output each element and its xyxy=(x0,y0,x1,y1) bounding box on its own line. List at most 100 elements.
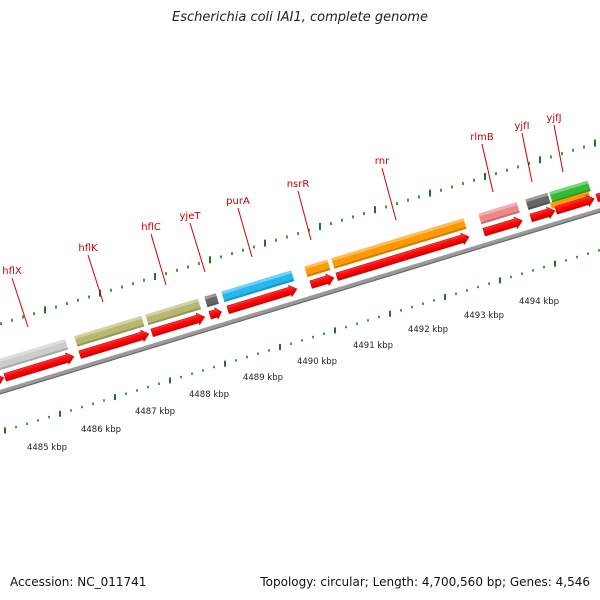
topology-text: Topology: circular; Length: 4,700,560 bp… xyxy=(260,575,590,589)
scale-label: 4486 kbp xyxy=(81,425,121,435)
feature-box-highlight xyxy=(525,192,549,203)
accession-text: Accession: NC_011741 xyxy=(10,575,147,589)
feature-box-hflX xyxy=(0,338,69,372)
scale-label: 4485 kbp xyxy=(27,443,67,453)
cds-arrow-shape xyxy=(529,206,556,223)
gene-label-hflK: hflK xyxy=(78,243,98,254)
feature-box-fill-rlmB xyxy=(478,202,520,225)
cds-arrow xyxy=(595,189,600,203)
feature-box-fill-yjfI xyxy=(525,192,551,210)
leader-line-nsrR xyxy=(297,190,312,241)
feature-box-highlight xyxy=(304,259,329,270)
feature-box-rlmB xyxy=(478,202,520,225)
feature-box-shade xyxy=(527,201,551,210)
cds-arrow-shape xyxy=(595,189,600,203)
feature-box-purA xyxy=(221,270,295,303)
scale-label: 4491 kbp xyxy=(353,341,393,351)
scale-label: 4492 kbp xyxy=(408,325,448,335)
feature-box-highlight xyxy=(331,218,465,262)
leader-line-purA xyxy=(237,207,253,258)
feature-box-yjfJ-lower-fill xyxy=(550,191,591,209)
cds-arrow-shape xyxy=(208,307,222,320)
gene-label-purA: purA xyxy=(226,196,250,207)
feature-box-shade xyxy=(147,307,202,326)
feature-box-yjfJ xyxy=(549,180,591,203)
scale-label: 4493 kbp xyxy=(464,311,504,321)
cds-arrow-shape xyxy=(3,352,75,382)
cds-arrow xyxy=(309,273,335,289)
cds-arrow-shape xyxy=(226,284,298,314)
gene-label-rlmB: rlmB xyxy=(470,132,494,143)
gene-label-yjfI: yjfI xyxy=(514,121,529,132)
cds-arrow xyxy=(150,312,206,338)
feature-box-hflK xyxy=(74,315,145,347)
cds-arrow-shape xyxy=(0,373,5,390)
cds-arrow xyxy=(482,216,523,237)
cds-arrow xyxy=(78,329,150,359)
feature-box-highlight xyxy=(145,298,199,318)
feature-box-shade xyxy=(76,324,145,347)
feature-box-highlight xyxy=(221,270,292,295)
leader-line-yjfI xyxy=(521,132,533,183)
leader-line-hflX xyxy=(11,277,29,328)
scale-label: 4488 kbp xyxy=(189,390,229,400)
feature-box-fill-hflX xyxy=(0,338,69,372)
feature-box-shade xyxy=(333,226,467,269)
feature-box-fill-rnr xyxy=(331,218,467,269)
cds-arrow-shape xyxy=(335,232,470,281)
cds-arrow xyxy=(226,284,298,314)
leader-line-yjfJ xyxy=(553,124,564,173)
feature-box-fill-hflC xyxy=(145,298,202,326)
leader-line-rlmB xyxy=(481,143,494,193)
cds-arrow-shape xyxy=(78,329,150,359)
feature-box-fill-nsrR xyxy=(304,259,331,277)
feature-box-nsrR xyxy=(304,259,331,277)
feature-box-highlight xyxy=(549,180,589,196)
genome-backbone xyxy=(0,207,600,395)
gene-label-hflC: hflC xyxy=(141,222,161,233)
scale-label: 4489 kbp xyxy=(243,373,283,383)
feature-box-shade xyxy=(0,347,69,372)
feature-box-yjfI xyxy=(525,192,551,210)
feature-box-hflC xyxy=(145,298,202,326)
leader-line-hflC xyxy=(150,233,167,286)
feature-box-fill-purA xyxy=(221,270,295,303)
feature-box-shade xyxy=(206,301,219,308)
feature-box-shade xyxy=(306,268,331,277)
feature-box-fill-yjfJ xyxy=(549,180,591,203)
leader-line-rnr xyxy=(381,167,397,221)
genome-title: Escherichia coli IAI1, complete genome xyxy=(172,10,428,25)
genome-backbone-shadow xyxy=(0,211,600,395)
cds-arrow xyxy=(0,373,5,390)
leader-line-yjeT xyxy=(189,222,206,273)
feature-box-rnr xyxy=(331,218,467,269)
cds-arrow xyxy=(554,194,595,215)
leader-line-hflK xyxy=(87,254,104,303)
feature-box-fill-yjeT xyxy=(204,293,219,308)
scale-label: 4494 kbp xyxy=(519,297,559,307)
feature-box-fill-hflK xyxy=(74,315,145,347)
cds-arrow xyxy=(335,232,470,281)
feature-box-yjeT xyxy=(204,293,219,308)
gene-label-nsrR: nsrR xyxy=(287,179,310,190)
scale-label: 4490 kbp xyxy=(297,357,337,367)
cds-arrow xyxy=(3,352,75,382)
cds-arrow-shape xyxy=(482,216,523,237)
scale-label: 4487 kbp xyxy=(135,407,175,417)
feature-box-shade xyxy=(551,189,591,203)
cds-arrow-shape xyxy=(554,194,595,215)
cds-arrow xyxy=(208,307,222,320)
cds-arrow-shape xyxy=(309,273,335,289)
gene-label-hflX: hflX xyxy=(2,266,22,277)
feature-box-shade xyxy=(480,210,520,225)
feature-box-highlight xyxy=(478,202,518,217)
feature-box-highlight xyxy=(204,293,217,300)
feature-box-yjfJ-lower xyxy=(550,191,591,209)
feature-box-shade xyxy=(223,279,295,303)
gene-label-yjfJ: yjfJ xyxy=(546,113,561,124)
gene-label-yjeT: yjeT xyxy=(180,211,202,222)
feature-box-highlight xyxy=(0,338,66,364)
gene-label-rnr: rnr xyxy=(375,156,390,167)
